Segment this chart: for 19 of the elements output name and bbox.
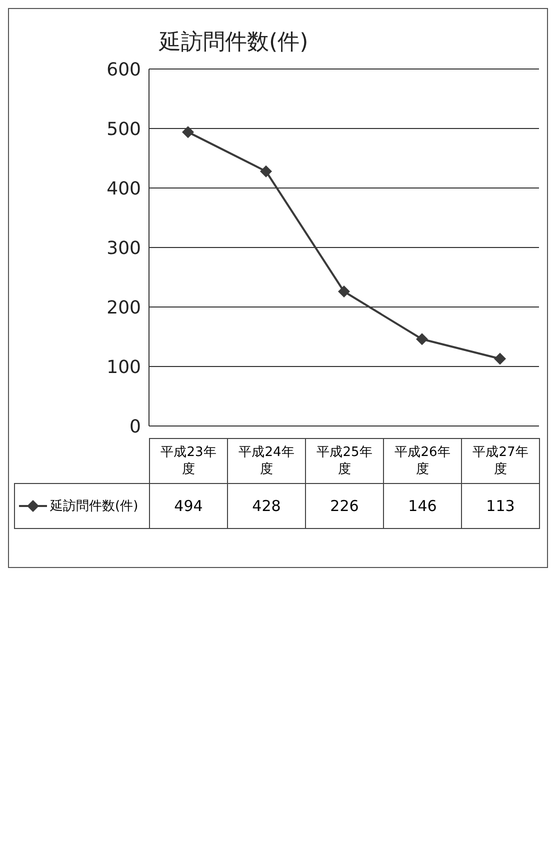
chart-title: 延訪問件数(件) xyxy=(159,29,308,57)
x-tick-label: 平成27年度 xyxy=(472,444,530,478)
y-tick-label: 300 xyxy=(106,238,141,259)
y-tick-label: 500 xyxy=(106,118,141,140)
data-label: 146 xyxy=(384,484,462,528)
y-tick-label: 0 xyxy=(130,416,141,438)
y-tick-label: 400 xyxy=(106,178,141,200)
x-tick-label: 平成24年度 xyxy=(238,444,296,478)
x-tick-label: 平成25年度 xyxy=(316,444,374,478)
y-tick-label: 100 xyxy=(106,356,141,378)
legend-label: 延訪問件数(件) xyxy=(49,499,138,514)
data-label: 428 xyxy=(228,484,306,528)
y-tick-label: 600 xyxy=(106,59,141,80)
data-label: 113 xyxy=(462,484,540,528)
y-tick-label: 200 xyxy=(106,297,141,318)
x-tick-label: 平成26年度 xyxy=(394,444,452,478)
data-label: 226 xyxy=(306,484,384,528)
x-tick-label: 平成23年度 xyxy=(160,444,218,478)
data-label: 494 xyxy=(150,484,228,528)
